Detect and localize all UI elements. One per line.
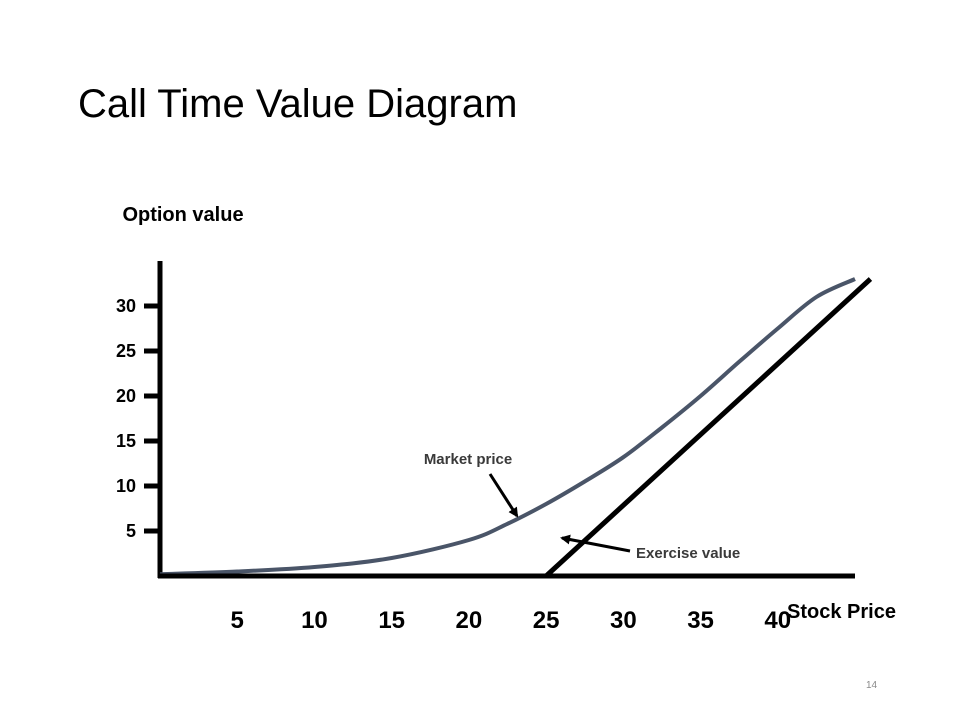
y-tick-label: 15 bbox=[116, 431, 136, 451]
y-tick-label: 25 bbox=[116, 341, 136, 361]
annotation-arrow-market-price bbox=[488, 473, 519, 518]
annotation-arrow-exercise-value bbox=[560, 534, 631, 553]
x-tick-label: 5 bbox=[231, 607, 244, 634]
series-line-exercise-value bbox=[160, 277, 873, 579]
x-tick-label: 40 bbox=[764, 607, 791, 634]
x-tick-label: 30 bbox=[610, 607, 637, 634]
y-tick-label: 20 bbox=[116, 386, 136, 406]
annotation-market-price: Market price bbox=[424, 451, 512, 468]
x-axis-label: Stock Price bbox=[787, 601, 896, 623]
axes bbox=[157, 261, 855, 579]
x-tick-label: 20 bbox=[456, 607, 483, 634]
y-tick-label: 5 bbox=[126, 521, 136, 541]
x-tick-label: 10 bbox=[301, 607, 328, 634]
page-number: 14 bbox=[866, 680, 878, 691]
x-tick-label: 35 bbox=[687, 607, 714, 634]
x-tick-label: 15 bbox=[378, 607, 405, 634]
ticks: 5 10 15 20 25 30 5 10 15 20 25 30 35 40 bbox=[116, 296, 791, 634]
x-tick-label: 25 bbox=[533, 607, 560, 634]
annotations: Market price Exercise value bbox=[424, 451, 740, 562]
y-axis-label: Option value bbox=[122, 204, 244, 226]
y-tick-label: 30 bbox=[116, 296, 136, 316]
annotation-exercise-value: Exercise value bbox=[636, 545, 740, 562]
chart-title: Call Time Value Diagram bbox=[78, 82, 518, 126]
y-tick-label: 10 bbox=[116, 476, 136, 496]
series-line-market-price bbox=[159, 277, 856, 577]
series bbox=[159, 277, 873, 579]
